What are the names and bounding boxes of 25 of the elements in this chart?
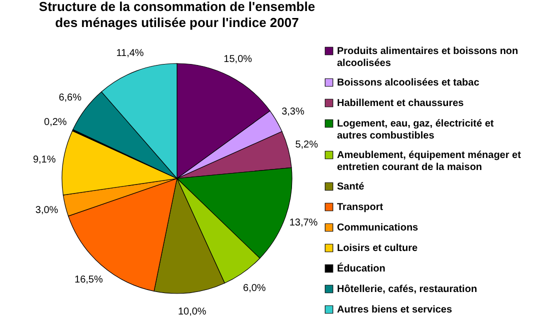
legend-label: Communications <box>337 222 419 234</box>
legend-label: Loisirs et culture <box>337 243 418 254</box>
data-label: 10,0% <box>178 306 206 318</box>
data-label: 0,2% <box>44 117 67 128</box>
data-label: 3,3% <box>282 106 304 118</box>
legend-label: Boissons alcoolisées et tabac <box>337 78 480 88</box>
data-label: 15,0% <box>224 54 252 66</box>
data-label: 6,6% <box>58 92 82 104</box>
legend-label: Habillement et chaussures <box>337 98 464 109</box>
chart-title: Structure de la consommation de l'ensemble des ménages utilisée pour l'indice 2007 <box>38 0 316 30</box>
data-label: 11,4% <box>116 48 144 59</box>
legend-label: Autres biens et services <box>337 304 452 316</box>
legend-label: Hôtellerie, cafés, restauration <box>337 284 478 295</box>
data-label: 3,0% <box>35 205 58 216</box>
data-label: 5,2% <box>295 139 318 150</box>
legend-label: Ameublement, équipement ménager et entretien courant de la maison <box>337 150 522 173</box>
legend-label: Logement, eau, gaz, électricité et autres combustibles <box>337 118 494 142</box>
legend-label: Éducation <box>337 262 386 274</box>
data-label: 9,1% <box>32 154 56 166</box>
legend-label: Santé <box>337 182 365 192</box>
legend-label: Transport <box>337 202 384 213</box>
legend-label: Produits alimentaires et boissons non alcoolisées <box>337 46 518 69</box>
data-label: 16,5% <box>74 274 103 286</box>
data-label: 6,0% <box>242 282 266 294</box>
data-label: 13,7% <box>289 218 318 229</box>
